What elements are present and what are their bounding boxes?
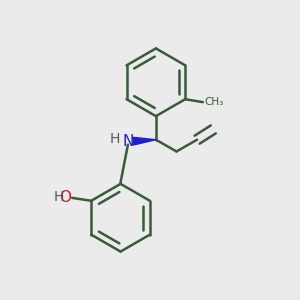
Text: O: O: [59, 190, 71, 205]
Text: H: H: [53, 190, 64, 204]
Polygon shape: [133, 137, 156, 145]
Text: N: N: [122, 134, 134, 149]
Text: CH₃: CH₃: [204, 97, 224, 107]
Text: H: H: [110, 132, 120, 146]
